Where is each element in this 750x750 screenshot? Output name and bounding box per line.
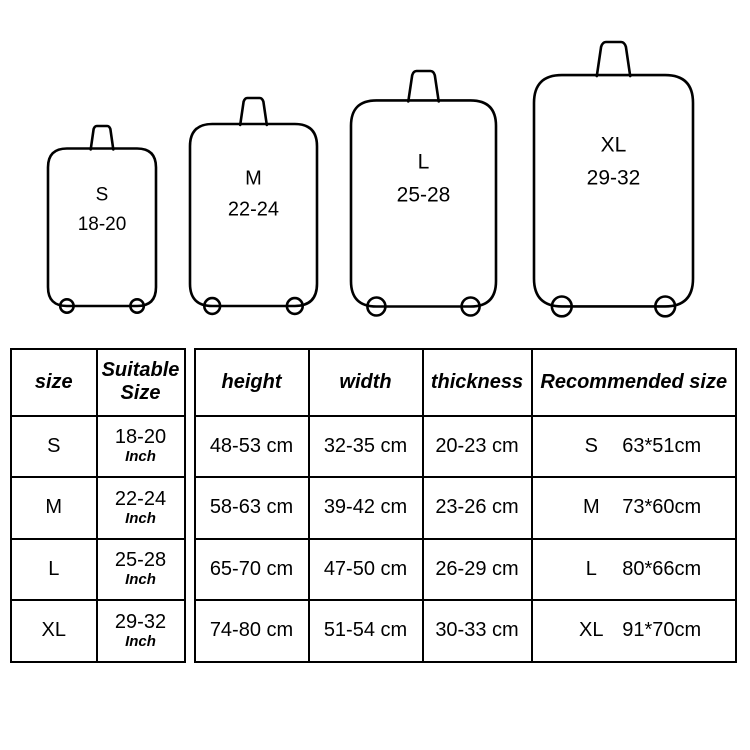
svg-text:22-24: 22-24 [228, 198, 279, 220]
svg-text:XL: XL [601, 133, 627, 156]
svg-text:18-20: 18-20 [78, 214, 127, 235]
svg-text:S: S [96, 185, 109, 206]
svg-text:M: M [245, 167, 262, 189]
svg-text:29-32: 29-32 [587, 166, 641, 189]
svg-text:25-28: 25-28 [397, 183, 451, 206]
svg-text:L: L [418, 150, 430, 173]
